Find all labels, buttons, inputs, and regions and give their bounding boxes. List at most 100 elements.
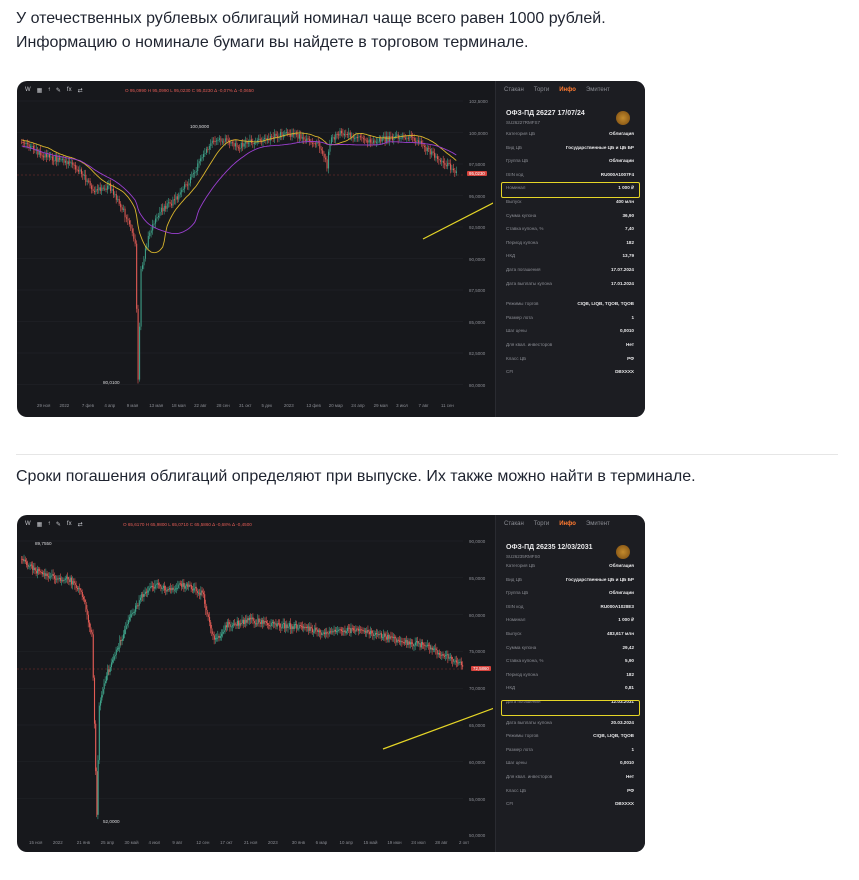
candle bbox=[136, 600, 137, 608]
candle bbox=[399, 135, 400, 141]
candle bbox=[409, 638, 410, 648]
candle bbox=[87, 605, 88, 620]
candle bbox=[218, 137, 219, 145]
candle bbox=[279, 619, 280, 631]
candle bbox=[105, 676, 106, 686]
candle bbox=[247, 615, 248, 627]
candle bbox=[191, 583, 192, 593]
candle bbox=[238, 145, 239, 151]
info-key: Размер лота bbox=[506, 747, 533, 752]
candle bbox=[437, 154, 438, 163]
y-tick-label: 80,0000 bbox=[469, 613, 485, 618]
candle bbox=[227, 619, 228, 631]
candle bbox=[313, 629, 314, 636]
x-tick-label: 13 фев bbox=[306, 403, 321, 408]
tab-trades[interactable]: Торги bbox=[534, 87, 549, 93]
candle bbox=[429, 642, 430, 653]
candle bbox=[121, 637, 122, 646]
candle bbox=[455, 656, 456, 665]
candle bbox=[146, 589, 147, 597]
candle bbox=[273, 620, 274, 629]
candle bbox=[344, 628, 345, 636]
candle bbox=[136, 240, 137, 312]
candle bbox=[106, 672, 107, 683]
candle bbox=[230, 620, 231, 632]
tab-issuer[interactable]: Эмитент bbox=[586, 87, 610, 93]
x-tick-label: 2022 bbox=[59, 403, 69, 408]
info-row: Для квал. инвесторов Нет bbox=[506, 342, 634, 353]
x-tick-label: 15 май bbox=[363, 840, 377, 845]
candle bbox=[403, 638, 404, 645]
candle bbox=[81, 588, 82, 594]
candle bbox=[306, 624, 307, 632]
candle bbox=[78, 166, 79, 174]
info-key: Сумма купона bbox=[506, 213, 536, 218]
info-key: Вид ЦБ bbox=[506, 577, 522, 582]
candle bbox=[460, 659, 461, 665]
candle bbox=[449, 653, 450, 661]
candle bbox=[327, 628, 328, 638]
candle bbox=[135, 234, 136, 246]
candle bbox=[74, 162, 75, 169]
candle bbox=[254, 618, 255, 628]
x-tick-label: 22 авг bbox=[194, 403, 206, 408]
tab-orderbook[interactable]: Стакан bbox=[504, 87, 524, 93]
candle bbox=[359, 625, 360, 634]
candle bbox=[430, 145, 431, 159]
candle bbox=[57, 575, 58, 582]
candle bbox=[459, 659, 460, 665]
candle bbox=[270, 621, 271, 630]
y-tick-label: 87,5000 bbox=[469, 288, 485, 293]
candle bbox=[241, 619, 242, 627]
candle bbox=[299, 622, 300, 631]
candle bbox=[119, 196, 120, 206]
candle bbox=[343, 129, 344, 138]
y-tick-label: 95,0000 bbox=[469, 194, 485, 199]
candle bbox=[385, 631, 386, 641]
candle bbox=[437, 647, 438, 659]
candle bbox=[390, 634, 391, 642]
y-tick-label: 75,0000 bbox=[469, 649, 485, 654]
candle bbox=[132, 610, 133, 618]
candle bbox=[232, 623, 233, 632]
candle bbox=[352, 625, 353, 632]
candle bbox=[354, 135, 355, 142]
candle bbox=[262, 618, 263, 629]
info-key: Выпуск bbox=[506, 631, 521, 636]
info-value: 1 000 ₽ bbox=[618, 617, 634, 623]
info-value: РФ bbox=[627, 788, 634, 793]
tab-info[interactable]: Инфо bbox=[559, 87, 576, 93]
info-row: Режимы торгов CIQB, LIQB, TQOB, TQOB bbox=[506, 301, 634, 312]
x-tick-label: 17 окт bbox=[220, 840, 233, 845]
candle bbox=[258, 614, 259, 626]
tab-orderbook[interactable]: Стакан bbox=[504, 521, 524, 527]
candle bbox=[189, 179, 190, 190]
candle bbox=[428, 643, 429, 650]
candle bbox=[345, 130, 346, 138]
info-key: Размер лота bbox=[506, 315, 533, 320]
candle bbox=[162, 203, 163, 215]
info-value: RU000A1007F4 bbox=[601, 172, 634, 177]
tab-trades[interactable]: Торги bbox=[534, 521, 549, 527]
candle bbox=[129, 614, 130, 622]
info-value: 13,79 bbox=[623, 253, 635, 258]
candle bbox=[197, 588, 198, 597]
candle bbox=[222, 138, 223, 145]
candle bbox=[127, 214, 128, 225]
candle bbox=[37, 147, 38, 158]
candle bbox=[426, 642, 427, 650]
candle bbox=[67, 572, 68, 583]
candle bbox=[364, 628, 365, 634]
candle bbox=[213, 631, 214, 640]
candle bbox=[185, 583, 186, 592]
candle bbox=[23, 556, 24, 564]
candle bbox=[214, 632, 215, 645]
tab-info[interactable]: Инфо bbox=[559, 521, 576, 527]
info-row: Дата выплаты купона 17.01.2024 bbox=[506, 281, 634, 292]
candle bbox=[129, 218, 130, 227]
candle bbox=[126, 622, 127, 634]
info-row: Выпуск 400 млн bbox=[506, 199, 634, 210]
info-key: Группа ЦБ bbox=[506, 590, 528, 595]
candle bbox=[194, 170, 195, 178]
tab-issuer[interactable]: Эмитент bbox=[586, 521, 610, 527]
